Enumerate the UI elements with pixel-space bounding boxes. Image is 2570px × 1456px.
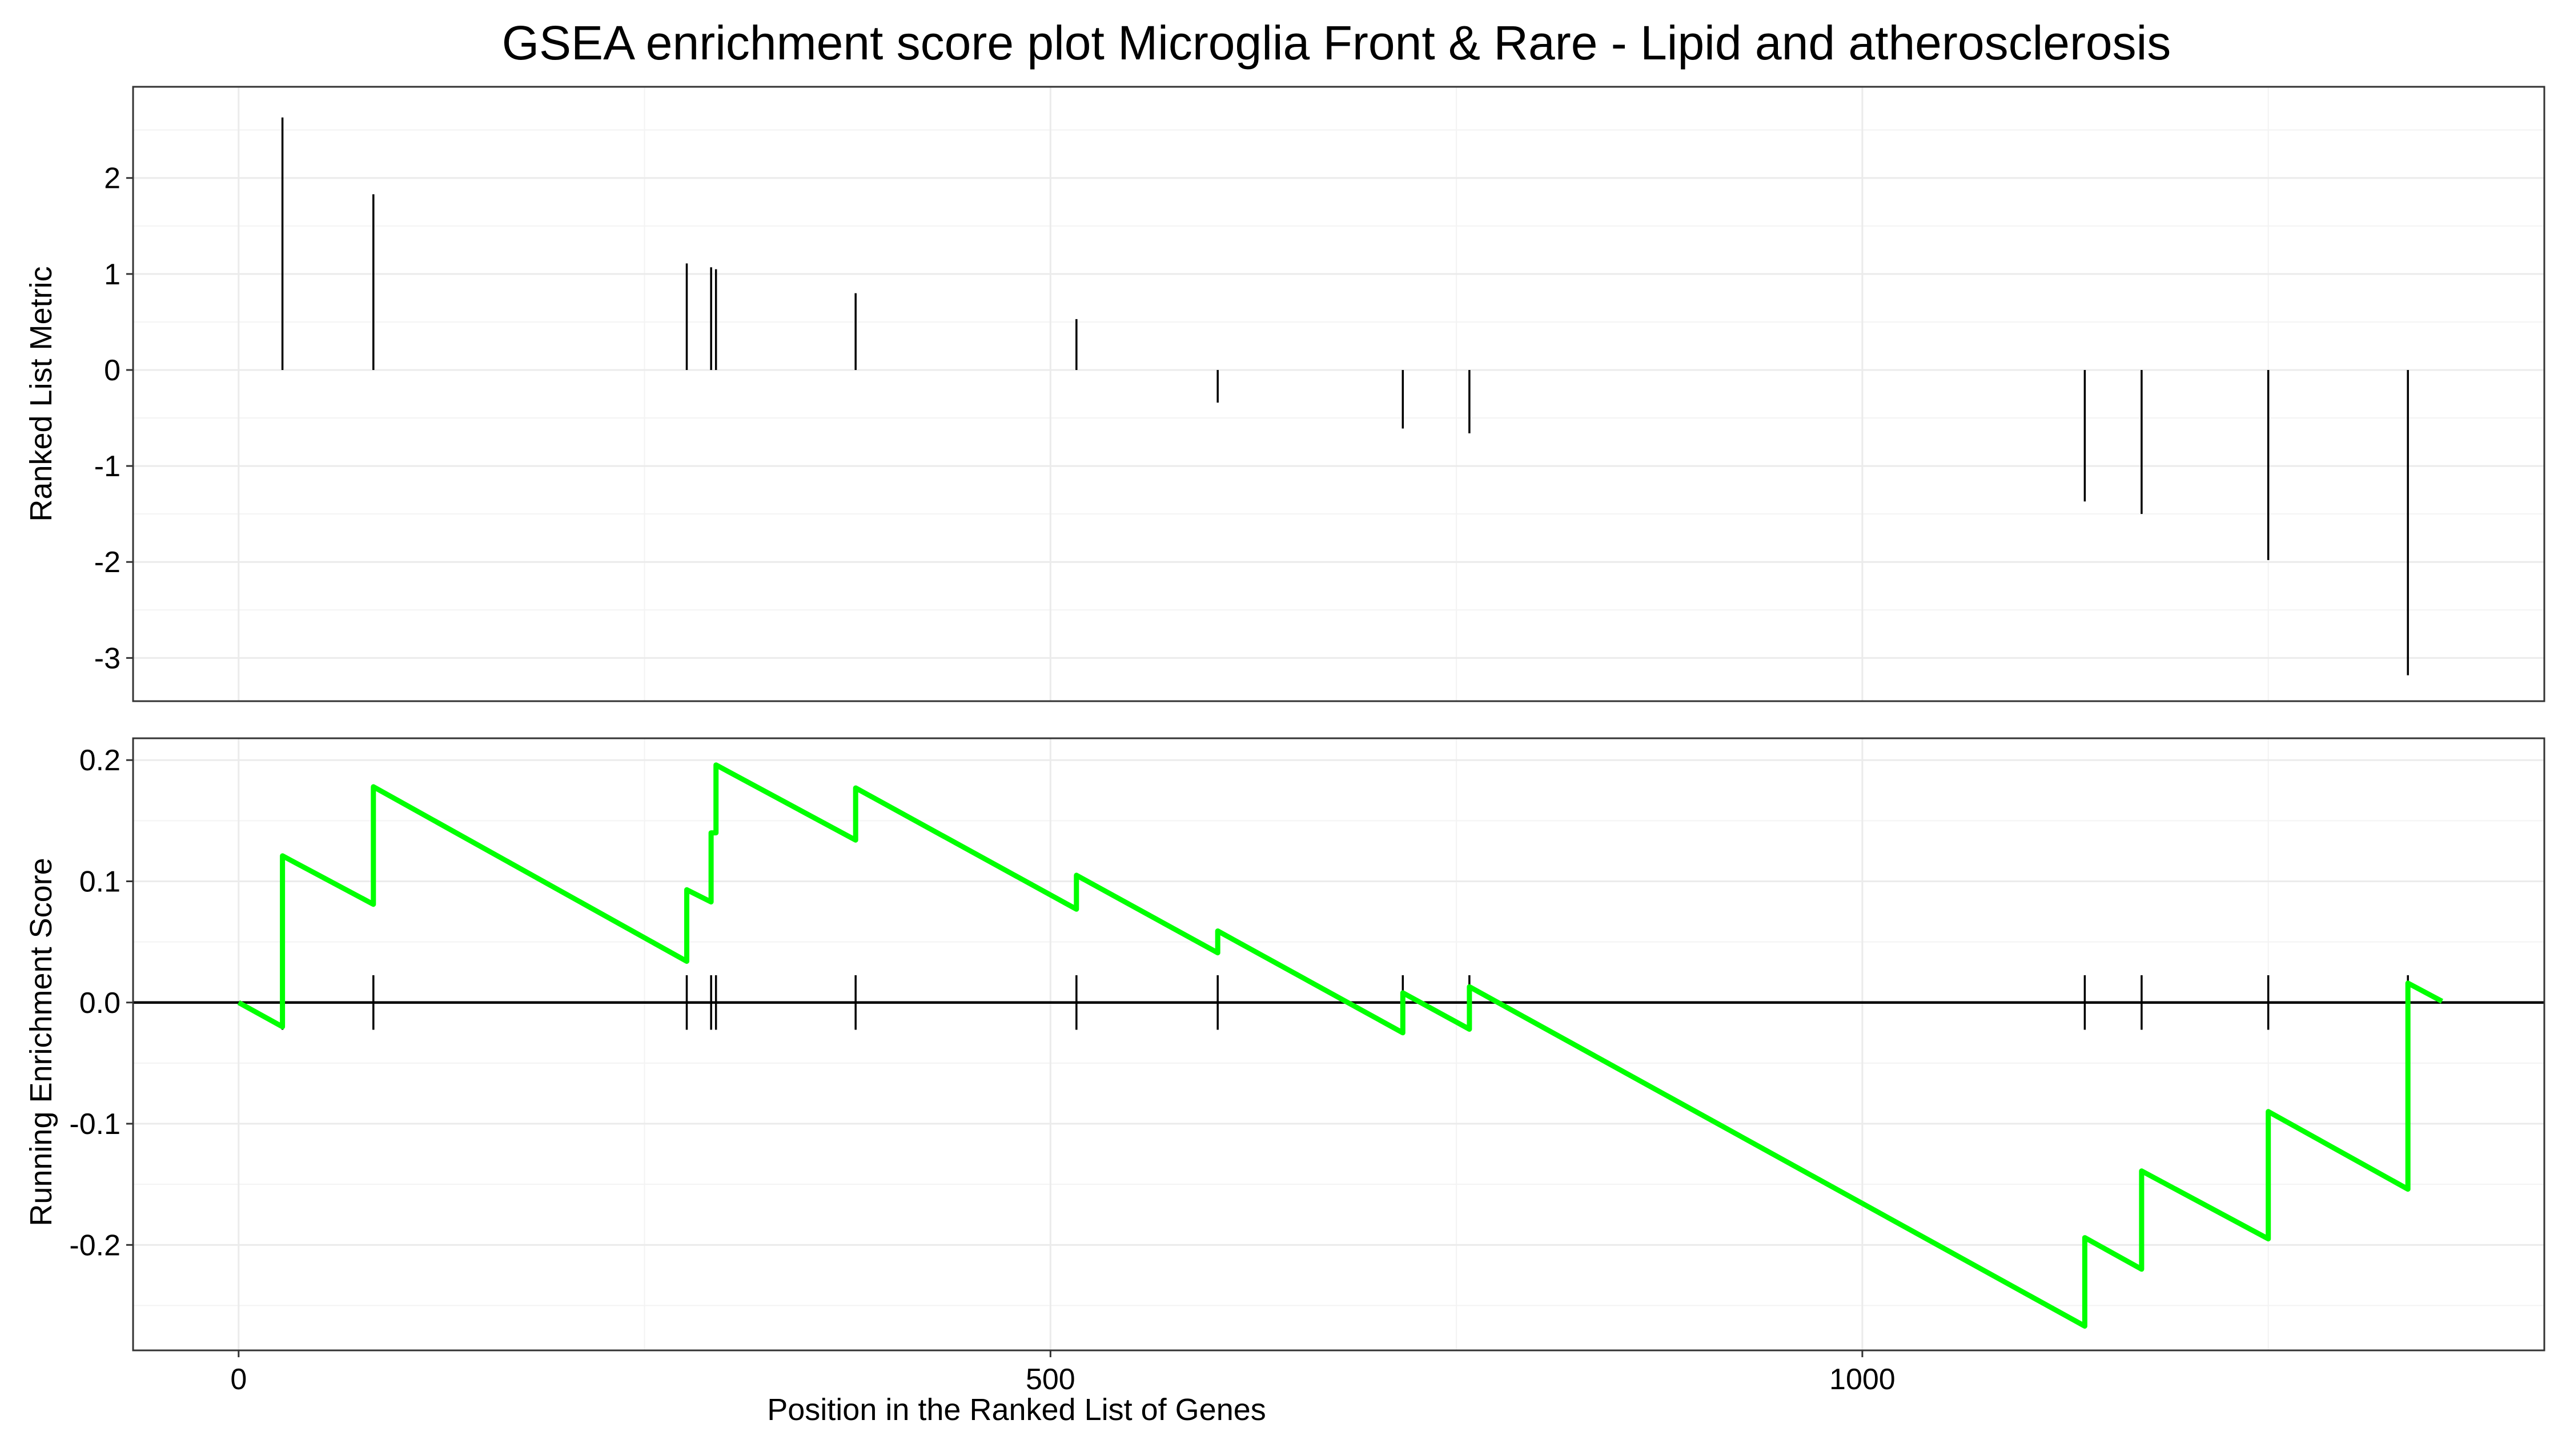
y-axis-label-es: Running Enrichment Score [24,858,58,1226]
panel-border-top [132,86,2545,702]
y-tick-label: 0.2 [79,744,121,777]
chart-title: GSEA enrichment score plot Microglia Fro… [502,16,2171,70]
x-tick-label: 500 [1026,1363,1075,1396]
x-axis-label: Position in the Ranked List of Genes [767,1393,1266,1427]
x-tick-label: 0 [230,1363,247,1396]
y-tick-label: -1 [94,450,121,483]
ranked-metric-panel: 2 1 0 -1 -2 -3 [94,86,2545,702]
y-tick-label: 0.0 [79,987,121,1020]
running-es-panel: 0.2 0.1 0.0 -0.1 -0.2 0 500 1000 [69,737,2545,1396]
y-tick-label: -3 [94,642,121,675]
running-es-line [237,762,2444,1329]
y-tick-label: 1 [104,258,121,291]
y-tick-label: -0.2 [69,1229,121,1262]
x-tick-label: 1000 [1829,1363,1896,1396]
y-tick-label: 0 [104,354,121,387]
panel-border-bottom [132,737,2545,1352]
y-tick-label: -2 [94,546,121,579]
y-tick-label: 2 [104,162,121,195]
y-tick-label: 0.1 [79,865,121,898]
y-tick-label: -0.1 [69,1108,121,1141]
y-axis-label-metric: Ranked List Metric [24,266,58,521]
